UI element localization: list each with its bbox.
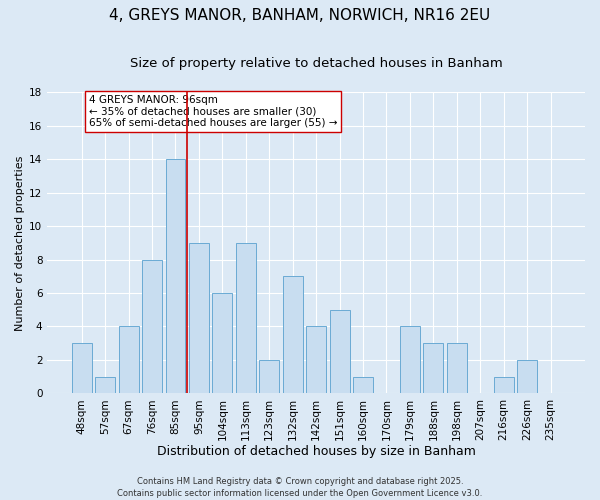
Bar (119, 326, 139, 394)
Bar (212, 293, 232, 394)
Title: Size of property relative to detached houses in Banham: Size of property relative to detached ho… (130, 58, 503, 70)
Bar (142, 260, 162, 394)
Bar (306, 326, 326, 394)
Bar (166, 160, 185, 394)
Bar (189, 243, 209, 394)
Bar (424, 343, 443, 394)
Bar (236, 243, 256, 394)
Bar (494, 376, 514, 394)
Bar (72, 343, 92, 394)
Bar (283, 276, 302, 394)
Text: 4, GREYS MANOR, BANHAM, NORWICH, NR16 2EU: 4, GREYS MANOR, BANHAM, NORWICH, NR16 2E… (109, 8, 491, 22)
Bar (95, 376, 115, 394)
Text: 4 GREYS MANOR: 96sqm
← 35% of detached houses are smaller (30)
65% of semi-detac: 4 GREYS MANOR: 96sqm ← 35% of detached h… (89, 95, 337, 128)
Bar (517, 360, 537, 394)
X-axis label: Distribution of detached houses by size in Banham: Distribution of detached houses by size … (157, 444, 476, 458)
Bar (447, 343, 467, 394)
Y-axis label: Number of detached properties: Number of detached properties (15, 155, 25, 330)
Text: Contains HM Land Registry data © Crown copyright and database right 2025.
Contai: Contains HM Land Registry data © Crown c… (118, 476, 482, 498)
Bar (329, 310, 350, 394)
Bar (259, 360, 279, 394)
Bar (400, 326, 420, 394)
Bar (353, 376, 373, 394)
